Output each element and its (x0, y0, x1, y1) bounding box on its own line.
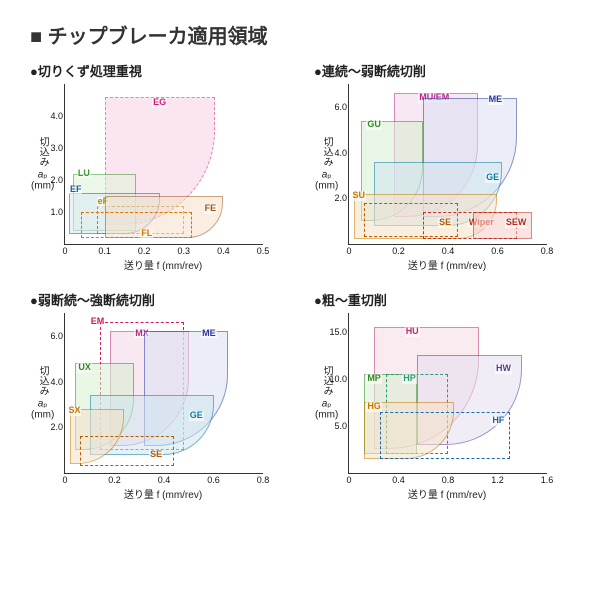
y-tick: 4.0 (50, 111, 65, 121)
y-tick: 1.0 (50, 207, 65, 217)
x-tick: 0.2 (138, 244, 151, 256)
plot-area: 切込みaₚ(mm)00.10.20.30.40.51.02.03.04.0EGL… (64, 84, 263, 245)
x-tick: 0.8 (257, 473, 270, 485)
region-label: FE (204, 204, 218, 214)
region-label: SX (67, 406, 81, 416)
x-tick: 0.2 (108, 473, 121, 485)
y-tick: 2.0 (50, 175, 65, 185)
region-label: HU (405, 327, 420, 337)
y-tick: 2.0 (334, 193, 349, 203)
x-tick: 0 (62, 473, 67, 485)
region-label: LU (77, 169, 91, 179)
x-tick: 0.6 (207, 473, 220, 485)
x-tick: 0.4 (442, 244, 455, 256)
x-tick: 0.1 (98, 244, 111, 256)
region-label: SEW (505, 218, 528, 228)
region-label: UX (77, 363, 92, 373)
x-tick: 0.4 (392, 473, 405, 485)
region-label: EM (90, 317, 106, 327)
x-axis-label: 送り量 f (mm/rev) (64, 486, 262, 501)
chart: ●弱断続〜強断続切削切込みaₚ(mm) 0 0.2 0.4 0.6 0.8 2.0 4.0 6.… (30, 290, 286, 501)
plot-area: 切込みaₚ(mm)00.20.40.60.82.04.06.0MU/EMMEGU… (348, 84, 547, 245)
y-tick: 15.0 (329, 327, 349, 337)
region-label: GE (189, 411, 204, 421)
region-label: GU (366, 120, 382, 130)
region-label: HW (495, 364, 512, 374)
region-label: MP (366, 374, 382, 384)
region (81, 212, 192, 238)
y-tick: 6.0 (334, 102, 349, 112)
chart-title: ●連続〜弱断続切削 (314, 61, 570, 80)
region-label: ME (201, 329, 217, 339)
x-axis-label: 送り量 f (mm/rev) (64, 257, 262, 272)
x-tick: 0.6 (491, 244, 504, 256)
x-tick: 0.3 (178, 244, 191, 256)
x-tick: 0.4 (158, 473, 171, 485)
region-label: HF (491, 416, 505, 426)
y-tick: 2.0 (50, 422, 65, 432)
y-tick: 4.0 (334, 148, 349, 158)
x-tick: 1.2 (491, 473, 504, 485)
region-label: EG (152, 98, 167, 108)
plot-area: 切込みaₚ(mm)00.20.40.60.82.04.06.0EMMXMEUXG… (64, 313, 263, 474)
y-tick: 10.0 (329, 374, 349, 384)
x-tick: 0 (62, 244, 67, 256)
x-tick: 0.8 (541, 244, 554, 256)
chart: ●連続〜弱断続切削切込みaₚ(mm) 0 0.2 0.4 0.6 0.8 2.0 4.0 6.0… (314, 61, 570, 272)
chart-title: ●粗〜重切削 (314, 290, 570, 309)
region-label: FL (140, 229, 153, 239)
chart-grid: ●切りくず処理重視切込みaₚ(mm)00.10.20.30.40.51.02.0… (30, 61, 570, 501)
region-label: SU (351, 191, 366, 201)
x-tick: 1.6 (541, 473, 554, 485)
region-label: ME (488, 95, 504, 105)
x-tick: 0.8 (442, 473, 455, 485)
y-axis-label: 切込みaₚ(mm) (31, 366, 54, 421)
x-tick: 0.2 (392, 244, 405, 256)
y-tick: 5.0 (334, 421, 349, 431)
y-tick: 3.0 (50, 143, 65, 153)
chart: ●切りくず処理重視切込みaₚ(mm)00.10.20.30.40.51.02.0… (30, 61, 286, 272)
main-title: ■ チップブレーカ適用領域 (30, 20, 570, 49)
x-tick: 0 (346, 244, 351, 256)
x-tick: 0.5 (257, 244, 270, 256)
x-axis-label: 送り量 f (mm/rev) (348, 486, 546, 501)
plot-area: 切込みaₚ(mm)00.40.81.21.65.010.015.0HUHWMPH… (348, 313, 547, 474)
x-axis-label: 送り量 f (mm/rev) (348, 257, 546, 272)
y-tick: 6.0 (50, 331, 65, 341)
y-tick: 4.0 (50, 377, 65, 387)
region-label: HG (366, 402, 382, 412)
region-label: EF (69, 185, 83, 195)
y-axis-label: 切込みaₚ(mm) (315, 137, 338, 192)
region-label: HP (402, 374, 417, 384)
chart-title: ●切りくず処理重視 (30, 61, 286, 80)
chart-title: ●弱断続〜強断続切削 (30, 290, 286, 309)
x-tick: 0.4 (217, 244, 230, 256)
region-label: GE (485, 173, 500, 183)
x-tick: 0 (346, 473, 351, 485)
chart: ●粗〜重切削切込みaₚ(mm)00.40.81.21.65.010.015.0H… (314, 290, 570, 501)
region-label: SE (149, 450, 163, 460)
